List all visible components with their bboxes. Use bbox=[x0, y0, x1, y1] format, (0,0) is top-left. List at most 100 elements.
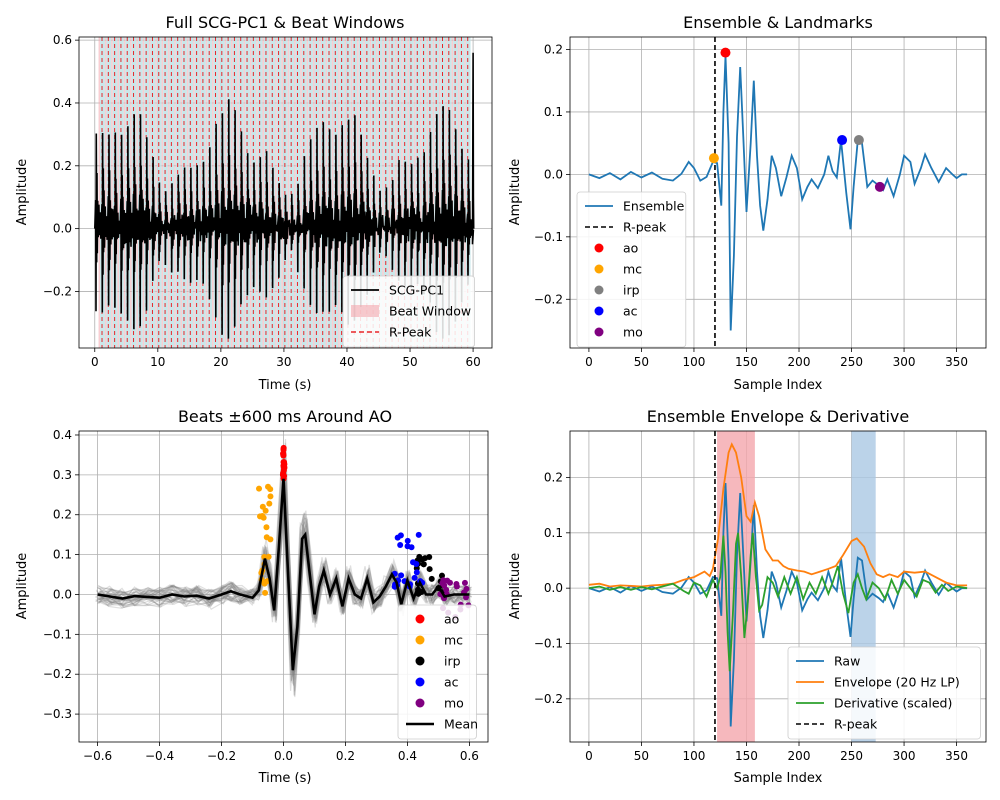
legend-box bbox=[342, 275, 476, 348]
x-tick-label: 250 bbox=[840, 355, 863, 369]
mean-series bbox=[97, 478, 470, 671]
legend-swatch-mo bbox=[415, 698, 425, 708]
beat-window-pre bbox=[180, 37, 183, 348]
beat-window-pre bbox=[294, 37, 296, 348]
panel-envelope-derivative: Ensemble Envelope & Derivative 0 50 100 150… bbox=[508, 407, 987, 786]
x-tick-label: 100 bbox=[683, 355, 706, 369]
beat-window-pre bbox=[243, 37, 246, 348]
x-tick-label: 0 bbox=[585, 355, 593, 369]
axis-ticks: −0.6 −0.4 −0.2 0.0 0.2 0.4 0.6 −0.3 −0.2 −0.1 0.0 0… bbox=[43, 428, 479, 763]
beat-window-pre bbox=[98, 37, 101, 348]
beat-window-pre bbox=[369, 37, 372, 348]
beat-window-pre bbox=[218, 37, 220, 348]
chart-title: Ensemble & Landmarks bbox=[683, 13, 873, 32]
landmark-ac-point bbox=[398, 572, 405, 579]
landmark-ac-point bbox=[404, 543, 411, 550]
legend-label-derivative-scaled: Derivative (scaled) bbox=[834, 696, 952, 711]
landmark-mc-point bbox=[263, 534, 270, 541]
y-tick-label: −0.2 bbox=[43, 667, 72, 681]
beat-window-pre bbox=[224, 37, 227, 348]
landmark-irp-point bbox=[428, 575, 435, 582]
landmark-ac-point bbox=[404, 537, 411, 544]
landmark-ac-point bbox=[413, 560, 420, 567]
landmark-ac-point bbox=[413, 569, 420, 576]
beat-window-pre bbox=[420, 37, 422, 348]
beat-window-pre bbox=[344, 37, 347, 348]
panel-full-scg: Full SCG-PC1 & Beat Windows 0 10 20 30 40 50 6… bbox=[15, 13, 493, 393]
x-tick-label: 0.2 bbox=[336, 749, 355, 763]
y-tick-label: −0.3 bbox=[43, 707, 72, 721]
beat-window-pre bbox=[281, 37, 283, 348]
legend-label-ensemble: Ensemble bbox=[623, 199, 685, 214]
landmark-mo-point bbox=[446, 579, 453, 586]
legend-label-ao: ao bbox=[444, 612, 459, 627]
x-tick-label: −0.2 bbox=[207, 749, 236, 763]
beat-window-pre bbox=[331, 37, 334, 348]
plot-area bbox=[588, 37, 968, 348]
beat-window-pre bbox=[205, 37, 208, 348]
beat-window-pre bbox=[363, 37, 365, 348]
x-tick-label: 30 bbox=[276, 355, 291, 369]
beat-window-pre bbox=[268, 37, 271, 348]
beat-window-pre bbox=[300, 37, 302, 348]
y-tick-label: −0.1 bbox=[534, 636, 563, 650]
landmark-mo-point bbox=[461, 579, 468, 586]
landmark-ao-point bbox=[281, 459, 288, 466]
legend-label-irp: irp bbox=[444, 654, 461, 669]
beat-trace bbox=[95, 464, 468, 691]
beat-window-pre bbox=[123, 37, 126, 348]
plot-area bbox=[95, 438, 473, 698]
landmark-irp-point bbox=[438, 572, 445, 579]
legend-label-ao: ao bbox=[623, 241, 638, 256]
beat-window-pre bbox=[237, 37, 239, 348]
beat-window-pre bbox=[439, 37, 441, 348]
y-axis-label: Amplitude bbox=[15, 553, 30, 620]
landmark-mc-point bbox=[263, 524, 270, 531]
landmark-mo-point bbox=[463, 585, 470, 592]
y-tick-label: 0.4 bbox=[53, 96, 72, 110]
legend-label-r-peak: R-Peak bbox=[389, 325, 432, 340]
legend: Ensemble R-peak ao mc irp ac mo bbox=[576, 191, 687, 348]
beat-window-pre bbox=[445, 37, 447, 348]
y-tick-label: 0.3 bbox=[53, 468, 72, 482]
x-tick-label: −0.4 bbox=[145, 749, 174, 763]
beat-window-pre bbox=[325, 37, 328, 348]
chart-title: Full SCG-PC1 & Beat Windows bbox=[166, 13, 405, 32]
beat-window-pre bbox=[357, 37, 359, 348]
legend-label-beat-window: Beat Window bbox=[389, 304, 471, 319]
legend-swatch-ao bbox=[415, 614, 425, 624]
legend-label-mc: mc bbox=[444, 633, 463, 648]
legend-swatch-irp bbox=[594, 285, 604, 295]
legend-swatch-ac bbox=[594, 306, 604, 316]
envelope-series bbox=[588, 442, 968, 588]
beat-trace bbox=[95, 462, 469, 681]
landmark-mc-point bbox=[262, 589, 269, 596]
x-tick-label: 40 bbox=[339, 355, 354, 369]
landmark-ac-point bbox=[397, 541, 404, 548]
x-tick-label: 300 bbox=[893, 355, 916, 369]
beat-window-pre bbox=[394, 37, 397, 348]
legend-label-r-peak: R-peak bbox=[623, 220, 667, 235]
x-tick-label: 0.0 bbox=[274, 749, 293, 763]
legend-label-mc: mc bbox=[623, 262, 642, 277]
panel-ensemble-landmarks: Ensemble & Landmarks 0 50 100 150 200 250 300 3… bbox=[508, 13, 987, 393]
y-tick-label: −0.2 bbox=[534, 292, 563, 306]
beat-window-pre bbox=[312, 37, 315, 348]
landmark-irp-point bbox=[420, 561, 427, 568]
beat-window-pre bbox=[186, 37, 189, 348]
legend-swatch-mc bbox=[415, 635, 425, 645]
landmark-ac bbox=[837, 135, 848, 146]
x-tick-label: 20 bbox=[213, 355, 228, 369]
beat-window-pre bbox=[306, 37, 309, 348]
beat-window-pre bbox=[111, 37, 113, 348]
axes-frame bbox=[569, 36, 987, 349]
landmark-mc bbox=[708, 153, 719, 164]
x-axis-label: Time (s) bbox=[258, 771, 312, 786]
x-tick-label: 50 bbox=[634, 355, 649, 369]
x-axis-label: Sample Index bbox=[734, 771, 823, 786]
landmark-ac-point bbox=[415, 531, 422, 538]
y-tick-label: −0.1 bbox=[534, 230, 563, 244]
beat-window-pre bbox=[199, 37, 202, 348]
legend-label-mo: mo bbox=[623, 325, 643, 340]
legend: Raw Envelope (20 Hz LP) Derivative (scaled… bbox=[787, 646, 981, 740]
